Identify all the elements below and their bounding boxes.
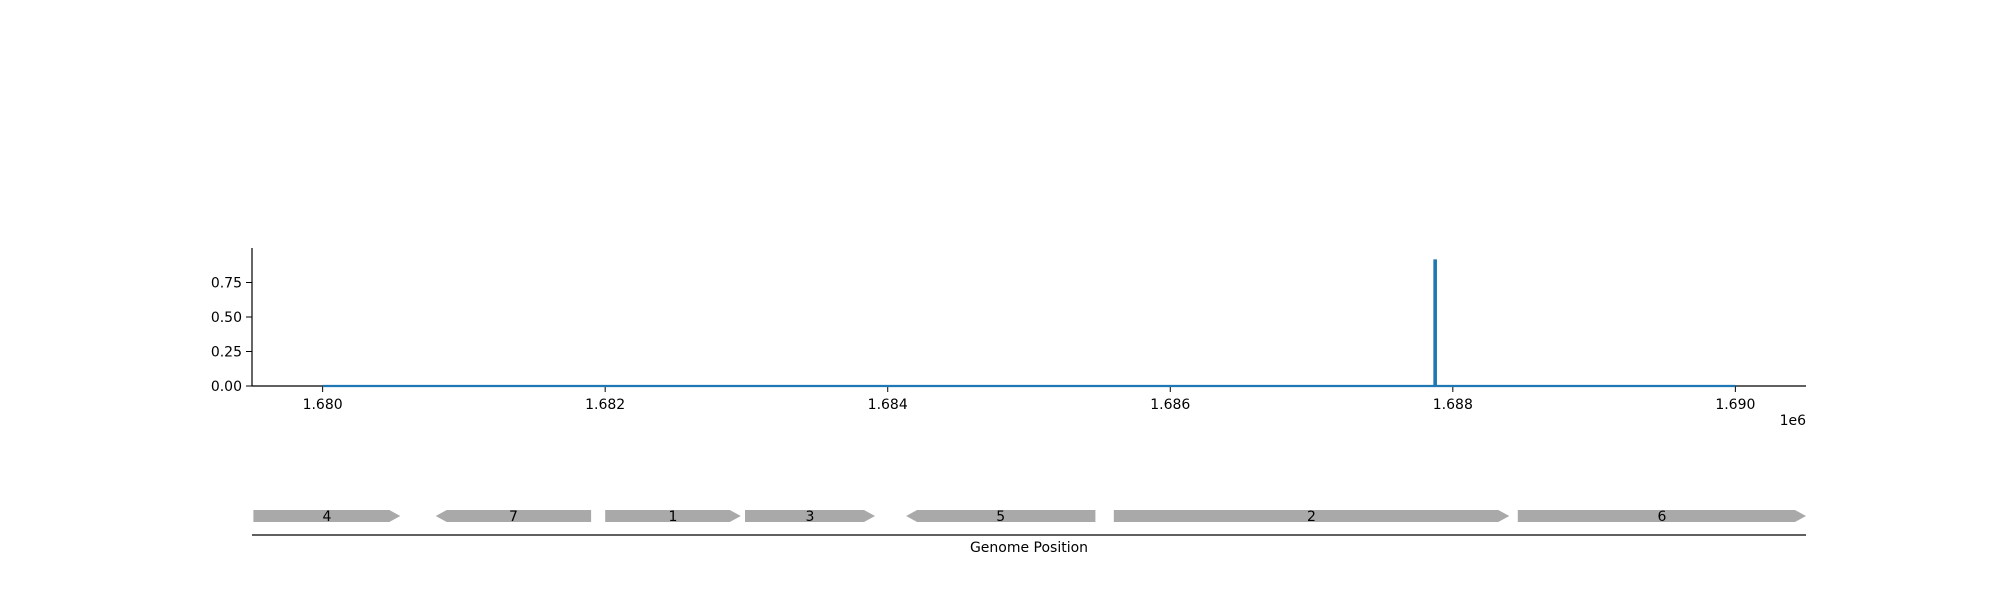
x-tick-label: 1.680 [303,397,343,413]
gene-arrow [745,510,875,522]
y-tick-label: 0.00 [211,379,242,395]
gene-label: 7 [509,509,518,525]
gene-arrow [906,510,1096,522]
gene-arrow [1113,510,1510,522]
x-tick-label: 1.686 [1150,397,1190,413]
coverage-line [322,259,1736,388]
x-offset-label: 1e6 [1780,413,1807,429]
gene-arrow [435,510,592,522]
x-tick-label: 1.690 [1715,397,1755,413]
gene-arrow [253,510,401,522]
y-tick-label: 0.25 [211,345,242,361]
x-tick-label: 1.682 [585,397,625,413]
y-tick-label: 0.75 [211,276,242,292]
gene-arrow [1517,510,1806,522]
coverage-plot: 0.00 0.25 0.50 0.75 1.680 1.682 1.684 1.686 1.68… [211,248,1806,429]
x-tick-label: 1.684 [868,397,908,413]
gene-label: 1 [669,509,678,525]
gene-label: 4 [322,509,331,525]
gene-track-xlabel: Genome Position [970,540,1088,556]
y-tick-label: 0.50 [211,310,242,326]
gene-track: 4 7 1 3 5 2 6 Genome Position [252,509,1806,556]
gene-arrow [605,510,741,522]
gene-label: 2 [1307,509,1316,525]
x-tick-label: 1.688 [1433,397,1473,413]
gene-label: 6 [1657,509,1666,525]
gene-label: 3 [806,509,815,525]
gene-label: 5 [996,509,1005,525]
